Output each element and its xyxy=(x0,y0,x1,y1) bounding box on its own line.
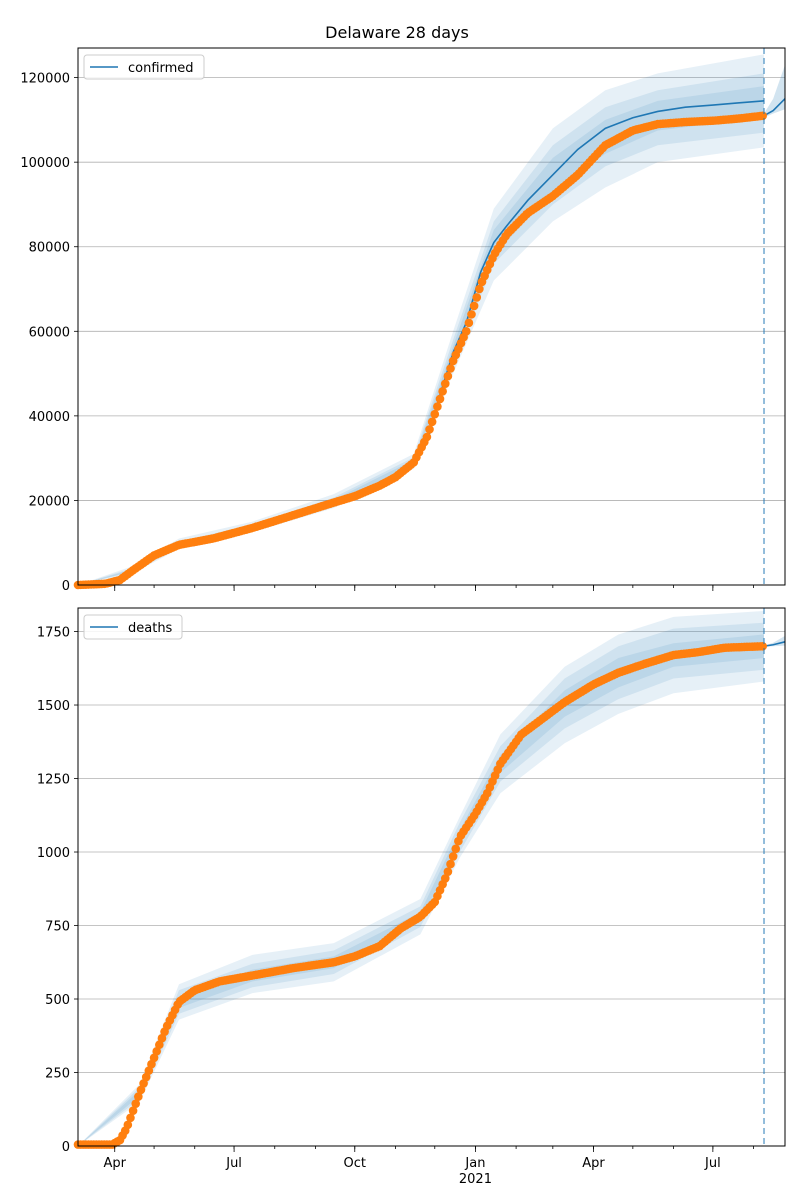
observed-point xyxy=(464,318,474,328)
x-year-label: 2021 xyxy=(459,1172,492,1187)
x-tick-label: Jul xyxy=(704,1156,721,1171)
observed-point xyxy=(448,852,458,861)
uncertainty-band xyxy=(78,634,765,1146)
x-tick-label: Oct xyxy=(344,1156,366,1171)
observed-point xyxy=(123,1120,133,1130)
y-tick-label: 100000 xyxy=(20,156,70,171)
forecast-line xyxy=(763,641,786,648)
legend-box xyxy=(83,54,205,80)
y-tick-label: 250 xyxy=(45,1067,70,1082)
observed-point xyxy=(469,301,479,311)
legend: confirmed xyxy=(83,54,205,80)
chart-title: Delaware 28 days xyxy=(325,23,469,42)
y-tick-label: 0 xyxy=(62,1140,70,1155)
observed-point xyxy=(155,1040,164,1050)
x-tick-label: Jul xyxy=(225,1156,242,1171)
legend-label: confirmed xyxy=(128,61,194,76)
observed-point xyxy=(427,417,437,427)
confirmed-panel: 0 20000 40000 60000 80000 100000 120000 confirm… xyxy=(20,47,786,594)
observed-point xyxy=(461,326,471,336)
observed-point xyxy=(430,409,440,419)
x-axis: Apr Jul Oct Jan Apr Jul 2021 xyxy=(103,1156,720,1187)
y-tick-label: 20000 xyxy=(29,494,70,509)
uncertainty-band xyxy=(78,610,765,1146)
model-line xyxy=(77,645,765,1147)
x-tick-label: Jan xyxy=(464,1156,485,1171)
observed-point xyxy=(435,394,445,404)
observed-series xyxy=(73,641,768,1149)
uncertainty-band xyxy=(78,54,765,585)
observed-point xyxy=(467,310,476,319)
observed-point xyxy=(131,1099,141,1108)
observed-point xyxy=(152,1046,162,1056)
observed-point xyxy=(440,874,450,883)
forecast-band xyxy=(764,635,785,647)
observed-point xyxy=(128,1106,138,1116)
observed-point xyxy=(440,379,450,389)
observed-point xyxy=(472,293,482,302)
y-tick-label: 60000 xyxy=(29,325,70,340)
legend-box xyxy=(83,614,183,640)
plot-frame xyxy=(77,47,786,586)
forecast-line xyxy=(763,98,786,117)
observed-point xyxy=(433,402,442,411)
y-tick-label: 40000 xyxy=(29,410,70,425)
y-tick-label: 1250 xyxy=(37,773,70,788)
observed-series xyxy=(73,111,768,590)
y-tick-label: 1000 xyxy=(37,846,70,861)
model-line xyxy=(77,100,765,586)
observed-point xyxy=(422,432,432,442)
legend-label: deaths xyxy=(128,621,173,636)
observed-point xyxy=(446,859,455,869)
observed-point xyxy=(758,641,768,651)
observed-point xyxy=(425,425,434,434)
observed-point xyxy=(438,387,447,396)
uncertainty-band xyxy=(78,622,765,1146)
y-tick-label: 0 xyxy=(62,579,70,594)
observed-point xyxy=(758,111,768,121)
plot-frame xyxy=(77,607,786,1147)
observed-point xyxy=(134,1092,143,1101)
observed-point xyxy=(446,364,455,373)
y-tick-label: 120000 xyxy=(20,72,70,87)
observed-point xyxy=(157,1033,167,1043)
observed-point xyxy=(443,371,453,381)
observed-point xyxy=(443,867,453,877)
y-tick-label: 500 xyxy=(45,993,70,1008)
x-tick-label: Apr xyxy=(103,1156,126,1171)
observed-point xyxy=(126,1113,135,1123)
observed-point xyxy=(451,844,461,854)
x-tick-label: Apr xyxy=(582,1156,605,1171)
deaths-panel: 0 250 500 750 1000 1250 1500 1750 deaths xyxy=(37,607,786,1155)
legend: deaths xyxy=(83,614,183,640)
y-tick-label: 750 xyxy=(45,920,70,935)
y-tick-label: 1750 xyxy=(37,626,70,641)
y-tick-label: 80000 xyxy=(29,241,70,256)
y-tick-label: 1500 xyxy=(37,699,70,714)
observed-point xyxy=(475,284,484,294)
observed-point xyxy=(149,1053,159,1063)
